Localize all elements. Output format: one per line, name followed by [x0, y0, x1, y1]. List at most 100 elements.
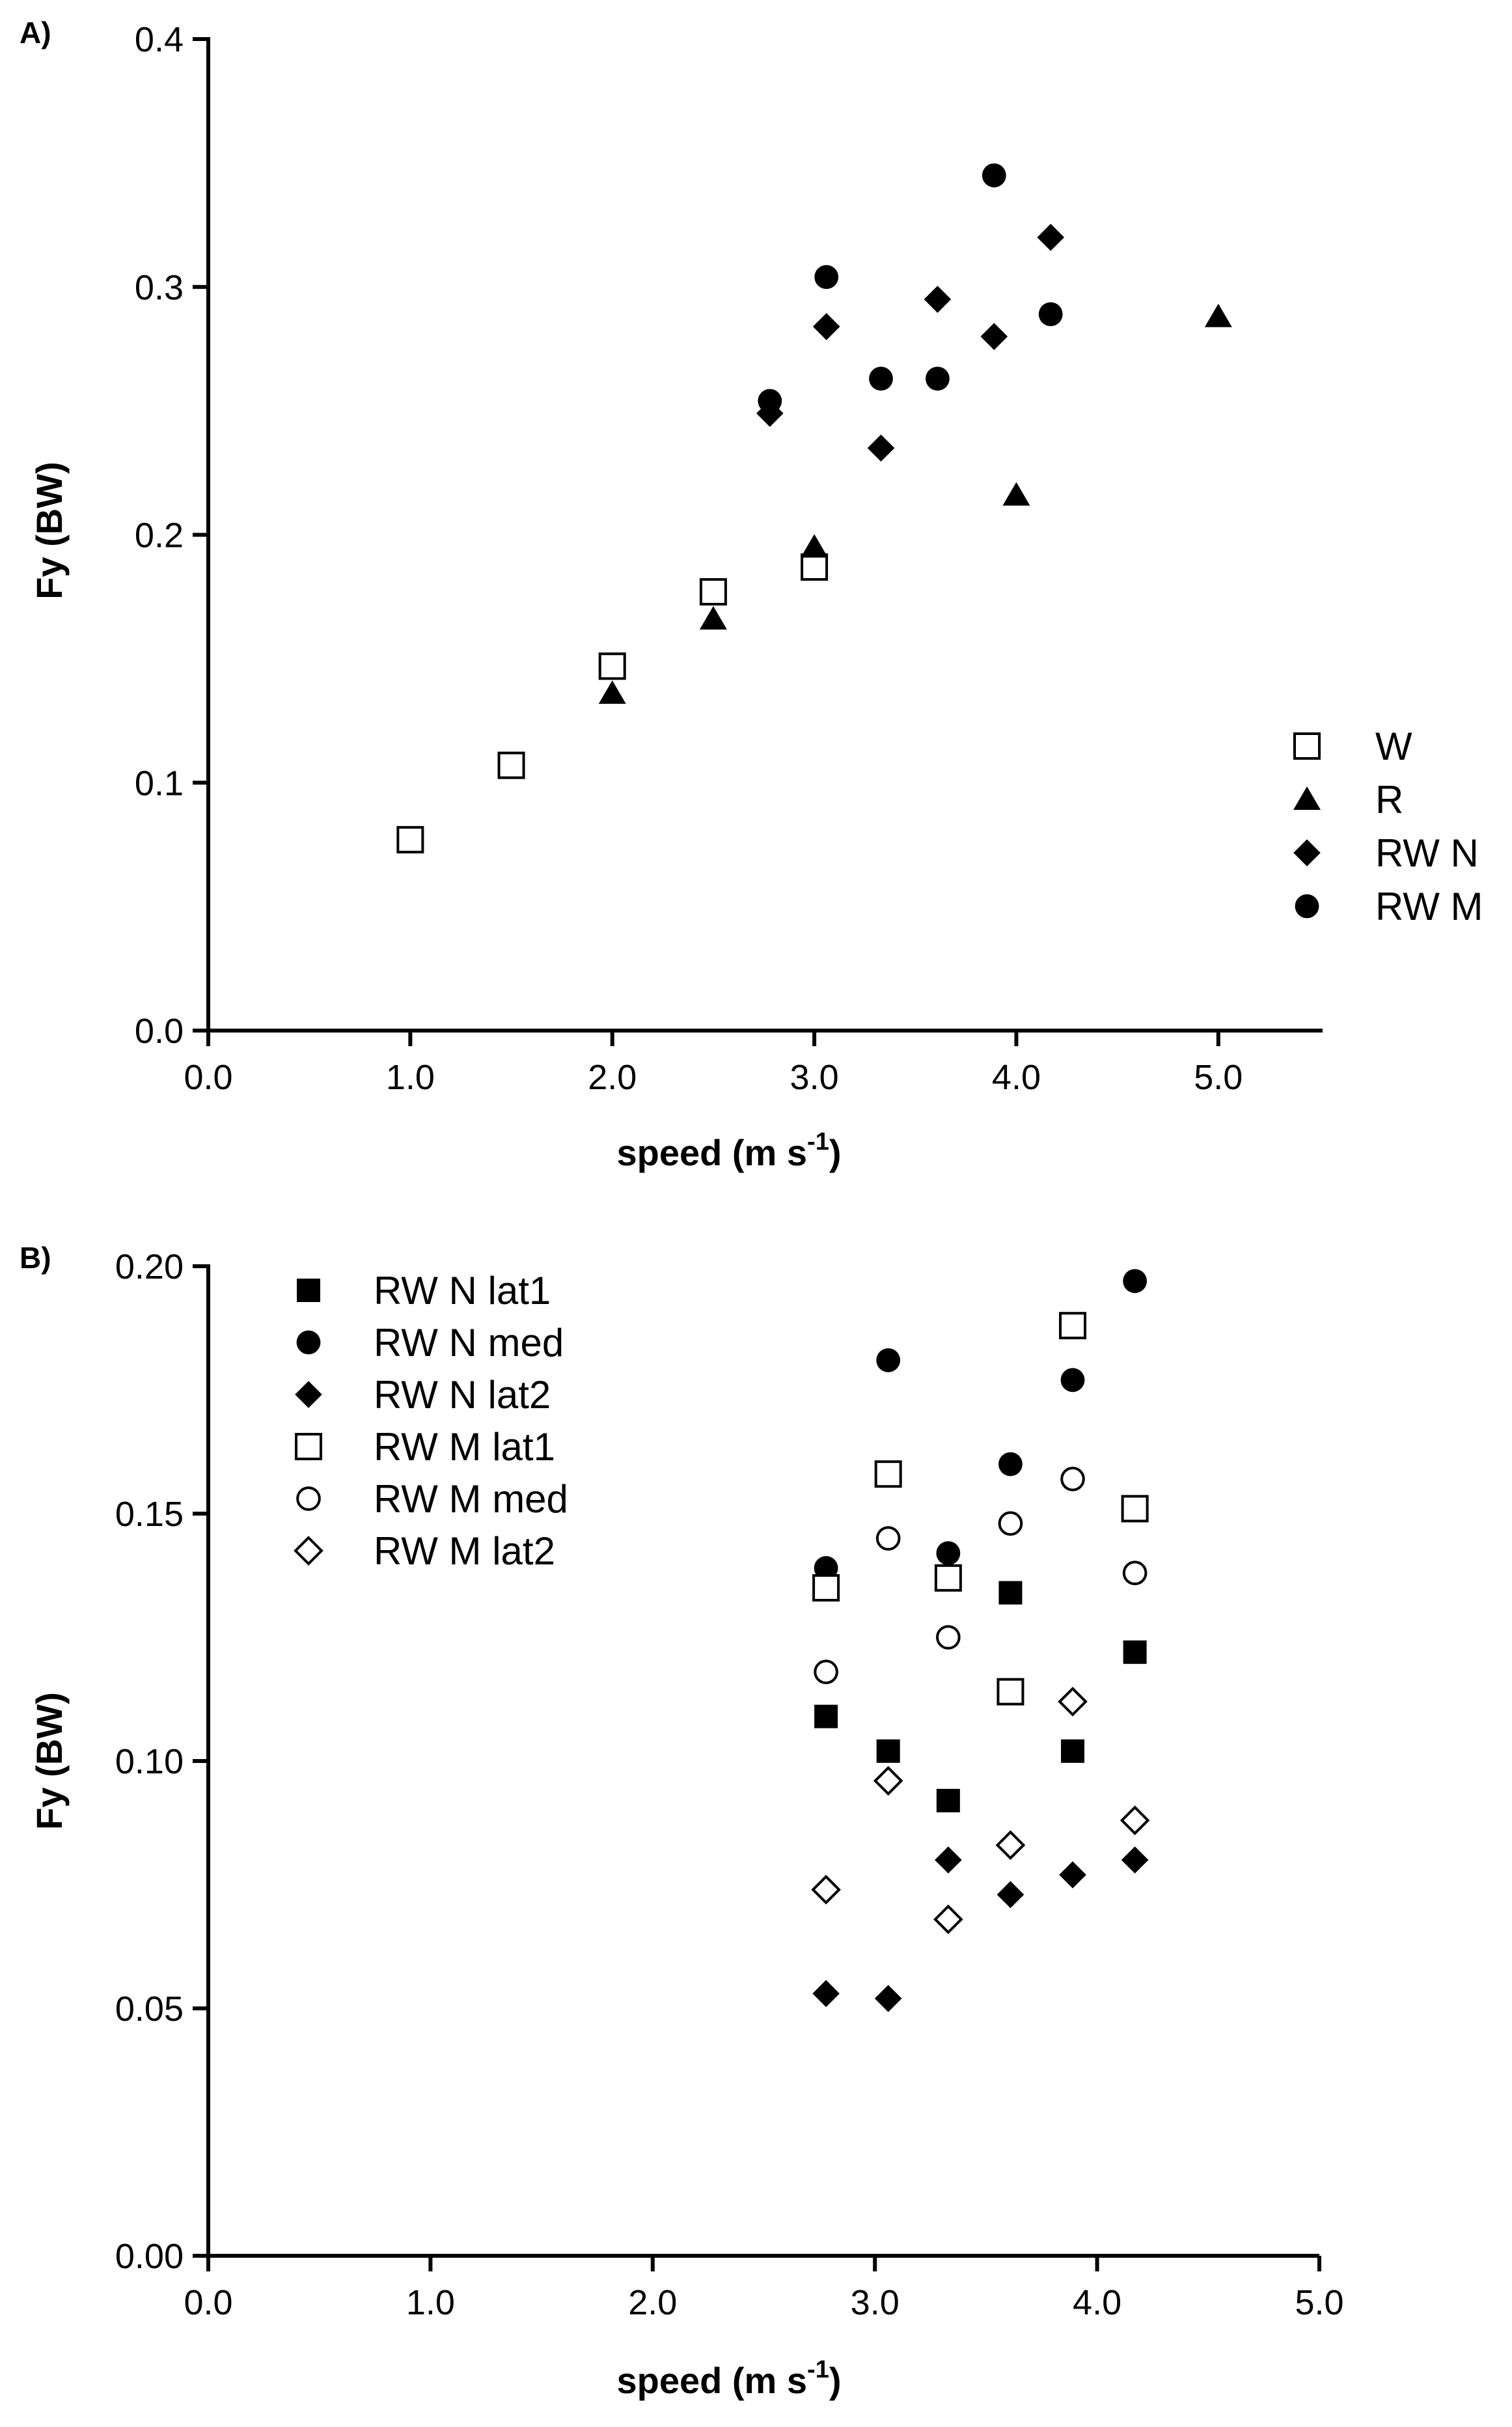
panelB-data-point — [814, 1659, 838, 1684]
panelB-data-point — [811, 1874, 841, 1905]
panelB-data-point — [997, 1881, 1024, 1908]
panelB-y-tick-label: 0.20 — [115, 1247, 184, 1286]
panelB-data-point — [1121, 1846, 1149, 1874]
panelB-data-point — [998, 1452, 1023, 1477]
panel-a-axes: 0.0 0.1 0.2 0.3 0.4 0.0 1.0 2.0 3.0 4.0 5.0 — [135, 20, 1323, 1097]
panelB-data-point — [1123, 1269, 1148, 1294]
panelB-data-point — [814, 1556, 838, 1581]
panelB-data-point — [876, 1739, 900, 1763]
panelA-data-point — [1037, 223, 1065, 251]
panelB-x-tick-label: 5.0 — [1295, 2283, 1343, 2322]
panelB-x-tick-label: 4.0 — [1073, 2283, 1121, 2322]
panel-a-x-axis-title-main: speed (m s — [616, 1132, 807, 1173]
panelB-legend-label: RW M med — [374, 1477, 568, 1521]
panelA-series-w — [396, 553, 829, 853]
panelA-data-point — [801, 534, 829, 558]
panel-a-y-axis-title: Fy (BW) — [29, 462, 70, 600]
panelA-series-r — [598, 303, 1232, 704]
panel-b-x-axis-title-main: speed (m s — [616, 2360, 807, 2401]
panelA-x-tick-label: 0.0 — [184, 1058, 232, 1097]
panelB-legend-marker — [295, 1381, 322, 1408]
panelA-legend-item: R — [1293, 778, 1403, 822]
panelB-data-point — [1061, 1739, 1085, 1763]
panelB-series-rw-m-med — [814, 1467, 1148, 1684]
panelA-legend-marker — [1295, 894, 1319, 919]
panelA-legend-label: W — [1375, 725, 1412, 768]
panelA-series-rw-n — [756, 223, 1065, 462]
panelA-data-point — [980, 323, 1008, 350]
panelA-y-tick-label: 0.4 — [135, 20, 184, 59]
panelA-data-point — [814, 265, 839, 289]
panelB-x-tick-label: 1.0 — [406, 2283, 455, 2322]
panelB-data-point — [1122, 1560, 1148, 1585]
panelB-data-point — [873, 1766, 903, 1796]
panelA-y-tick-label: 0.0 — [135, 1012, 184, 1051]
panelB-legend-marker — [296, 1330, 321, 1355]
panelB-y-tick-label: 0.00 — [115, 2237, 184, 2276]
panelB-legend-label: RW M lat1 — [374, 1425, 555, 1469]
panel-a-x-axis-title-superscript: -1 — [807, 1128, 829, 1156]
panelA-data-point — [598, 680, 626, 704]
panelA-x-tick-label: 5.0 — [1194, 1058, 1243, 1097]
panel-a-x-axis-title: speed (m s-1) — [616, 1128, 841, 1173]
panelA-data-point — [812, 312, 840, 340]
panelA-data-point — [756, 400, 784, 427]
panelA-data-point — [497, 751, 525, 779]
panel-b-legend: RW N lat1 RW N med RW N lat2 RW M lat1 RW M … — [294, 1269, 568, 1573]
panelB-series-rw-n-lat2 — [812, 1846, 1149, 2012]
panelB-data-point — [874, 1460, 902, 1488]
panelA-data-point — [699, 578, 727, 606]
panelA-y-tick-label: 0.2 — [135, 516, 184, 555]
panelB-x-tick-label: 3.0 — [851, 2283, 900, 2322]
panelB-legend-label: RW M lat2 — [374, 1529, 555, 1573]
panelA-data-point — [598, 652, 626, 680]
panelB-data-point — [812, 1574, 840, 1602]
panel-b-x-axis-title-superscript: -1 — [807, 2356, 829, 2383]
panelB-data-point — [1060, 1368, 1085, 1393]
panelA-y-tick-label: 0.3 — [135, 268, 184, 307]
panelA-x-tick-label: 3.0 — [790, 1058, 839, 1097]
panelA-data-point — [758, 389, 782, 413]
panelA-legend-item: W — [1293, 725, 1412, 768]
panelA-data-point — [699, 605, 727, 630]
panelB-legend-item: RW M med — [296, 1477, 568, 1521]
panelA-legend-item: RW M — [1295, 885, 1483, 928]
panelB-legend-item: RW N lat2 — [295, 1373, 551, 1417]
panelA-data-point — [982, 163, 1006, 187]
panelB-data-point — [934, 1564, 962, 1592]
panelA-data-point — [801, 553, 829, 581]
panel-b-axes: 0.00 0.05 0.10 0.15 0.20 0.0 1.0 2.0 3.0 4.0 5.0 — [115, 1247, 1344, 2322]
panel-b-label: B) — [20, 1241, 51, 1275]
panelB-data-point — [1123, 1640, 1147, 1664]
panelB-series-rw-n-med — [814, 1269, 1148, 1581]
panelA-data-point — [1002, 482, 1030, 506]
panelB-data-point — [995, 1830, 1026, 1861]
panelB-series-rw-n-lat1 — [814, 1581, 1147, 1812]
panelB-legend-item: RW M lat2 — [294, 1529, 555, 1573]
panelB-y-tick-label: 0.05 — [115, 1990, 184, 2029]
panelB-y-tick-label: 0.15 — [115, 1495, 184, 1534]
panelB-data-point — [998, 1511, 1023, 1536]
panelB-data-point — [1058, 1686, 1088, 1717]
panel-a-x-axis-title-close: ) — [829, 1132, 842, 1173]
panel-a-label: A) — [20, 16, 51, 49]
panelB-legend-label: RW N lat2 — [374, 1373, 551, 1417]
panelA-data-point — [924, 285, 952, 313]
panelB-legend-marker — [294, 1536, 323, 1566]
panelA-legend-marker — [1293, 839, 1321, 867]
panelB-data-point — [936, 1788, 960, 1812]
panelA-data-point — [1038, 302, 1063, 327]
panelA-legend-marker — [1293, 786, 1321, 810]
panelA-x-tick-label: 4.0 — [992, 1058, 1041, 1097]
panelA-x-tick-label: 1.0 — [386, 1058, 435, 1097]
panelB-series-rw-m-lat2 — [811, 1686, 1150, 1935]
panel-a-legend: WR RW N RW M — [1293, 725, 1483, 928]
panelB-data-point — [812, 1980, 840, 2007]
panelB-data-point — [875, 1526, 901, 1551]
panelB-data-point — [997, 1678, 1024, 1706]
panelB-legend-label: RW N med — [374, 1321, 564, 1365]
panelA-legend-label: R — [1375, 778, 1403, 822]
panelA-legend-item: RW N — [1293, 831, 1479, 875]
panelA-y-tick-label: 0.1 — [135, 764, 184, 803]
